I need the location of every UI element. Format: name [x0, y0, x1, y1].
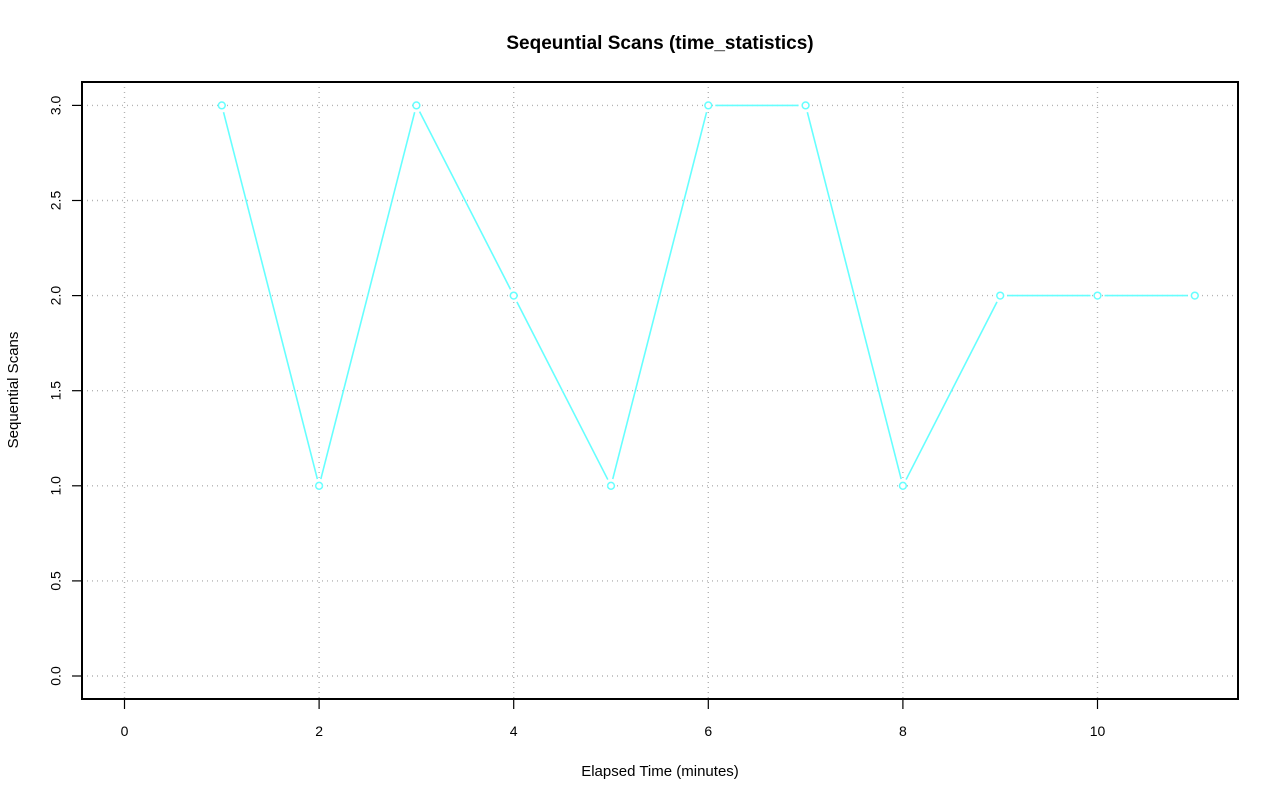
data-point: [801, 101, 810, 110]
data-point: [1093, 291, 1102, 300]
grid-lines: [82, 82, 1238, 699]
x-tick-label: 8: [899, 723, 907, 739]
data-point: [606, 481, 616, 490]
y-axis-label: Sequential Scans: [5, 332, 22, 449]
data-point: [217, 101, 226, 110]
data-point: [509, 291, 518, 300]
series-line-segment: [611, 111, 708, 480]
x-tick-label: 0: [121, 723, 129, 739]
y-tick-label: 2.0: [48, 286, 64, 306]
data-point: [704, 101, 713, 110]
y-tick-label: 3.0: [48, 95, 64, 115]
series-line-segment: [320, 111, 416, 480]
plot-area-frame: [81, 81, 1239, 700]
x-tick-label: 6: [704, 723, 712, 739]
x-tick-label: 4: [510, 723, 518, 739]
series-line-segment: [806, 111, 902, 480]
series-line-segment: [516, 301, 609, 480]
data-point: [314, 481, 324, 490]
y-tick-label: 1.5: [48, 381, 64, 401]
data-point: [898, 481, 908, 490]
y-tick-label: 1.0: [48, 476, 64, 496]
data-point: [412, 101, 421, 110]
series-line-segment: [418, 111, 512, 290]
series-layer: [217, 101, 1199, 490]
series-line-segment: [905, 301, 998, 480]
chart-title: Seqeuntial Scans (time_statistics): [506, 33, 813, 54]
y-tick-label: 0.0: [48, 666, 64, 686]
x-axis-label: Elapsed Time (minutes): [581, 763, 739, 780]
data-point: [1190, 291, 1199, 300]
y-tick-label: 2.5: [48, 191, 64, 211]
x-tick-label: 10: [1090, 723, 1106, 739]
series-line-segment: [222, 111, 319, 480]
y-tick-label: 0.5: [48, 571, 64, 591]
x-tick-label: 2: [315, 723, 323, 739]
data-point: [996, 291, 1005, 300]
axes: 0 2 4 6 8 10 0.0 0.5 1.0 1.5 2.0 2.5 3.0: [48, 95, 1106, 739]
